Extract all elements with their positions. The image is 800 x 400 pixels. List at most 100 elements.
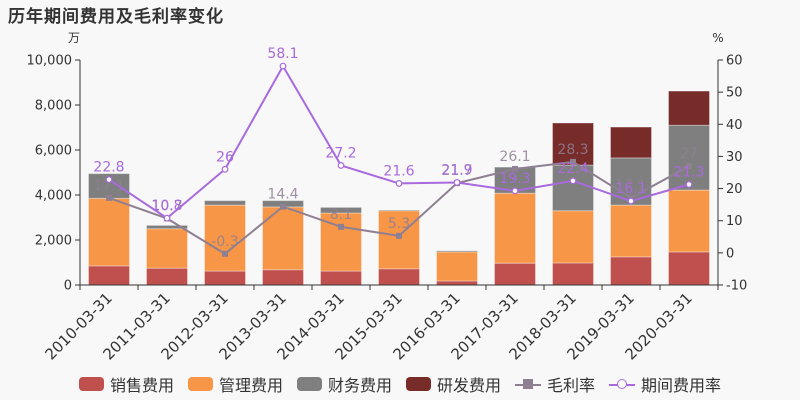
- bar-segment-finance[interactable]: [378, 209, 420, 212]
- bar-segment-sales[interactable]: [88, 265, 130, 286]
- right-axis-tick: 50: [726, 86, 743, 101]
- bar-segment-finance[interactable]: [552, 164, 594, 212]
- expense-ratio-point[interactable]: [337, 162, 345, 169]
- left-axis-tick: 8,000: [35, 99, 72, 114]
- legend-label: 销售费用: [109, 376, 174, 395]
- expense-ratio-point[interactable]: [569, 177, 577, 185]
- right-axis-tick: 40: [726, 118, 743, 133]
- legend-swatch-icon: [78, 377, 104, 391]
- line-expense_ratio[interactable]: [108, 64, 690, 220]
- bar-segment-sales[interactable]: [262, 269, 304, 286]
- left-axis-tick: 10,000: [27, 54, 73, 69]
- data-label-gross_margin: 14.4: [267, 187, 298, 203]
- expense-ratio-point[interactable]: [685, 180, 693, 188]
- bar-segment-finance[interactable]: [436, 250, 478, 253]
- data-label-gross_margin: 21.7: [441, 163, 472, 179]
- legend-item-gross_margin[interactable]: 毛利率: [515, 372, 595, 396]
- legend-swatch-icon: [609, 377, 636, 391]
- left-axis-tick: 6,000: [35, 144, 72, 159]
- bar-segment-sales[interactable]: [204, 270, 246, 286]
- right-axis-tick: 60: [726, 54, 743, 69]
- gross-margin-point[interactable]: [570, 158, 576, 165]
- data-label-expense_ratio: 27.2: [325, 145, 356, 161]
- bar-segment-sales[interactable]: [610, 256, 652, 286]
- bar-segment-admin[interactable]: [668, 189, 710, 253]
- data-label-expense_ratio: 26: [216, 149, 234, 165]
- legend-swatch-icon: [296, 377, 322, 391]
- bar-segment-sales[interactable]: [436, 280, 478, 286]
- legend-item-sales[interactable]: 销售费用: [78, 372, 174, 396]
- bar-segment-admin[interactable]: [262, 206, 304, 271]
- expense-ratio-point[interactable]: [105, 176, 113, 183]
- data-label-expense_ratio: 21.3: [673, 164, 704, 180]
- bar-segment-sales[interactable]: [146, 267, 188, 286]
- data-label-gross_margin: 5.3: [388, 216, 410, 232]
- right-axis-tick: 30: [726, 150, 743, 165]
- left-axis-unit: 万: [68, 31, 80, 45]
- gross-margin-point[interactable]: [280, 203, 286, 210]
- bar-segment-sales[interactable]: [378, 268, 420, 286]
- bar-segment-sales[interactable]: [668, 251, 710, 286]
- bar-segment-admin[interactable]: [494, 192, 536, 264]
- right-axis-tick: 0: [726, 246, 734, 261]
- data-label-gross_margin: 26.1: [499, 149, 530, 165]
- bar-segment-admin[interactable]: [146, 228, 188, 269]
- data-label-gross_margin: 17.1: [93, 178, 124, 194]
- data-label-expense_ratio: 58.1: [267, 46, 298, 62]
- data-label-expense_ratio: 19.3: [499, 171, 530, 187]
- bar-segment-admin[interactable]: [552, 210, 594, 264]
- gross-margin-point[interactable]: [512, 165, 518, 172]
- bar-segment-rd[interactable]: [610, 126, 652, 159]
- legend-swatch-icon: [187, 377, 213, 391]
- expense-ratio-point[interactable]: [221, 165, 229, 173]
- gross-margin-point[interactable]: [106, 194, 112, 201]
- data-label-gross_margin: -0.3: [211, 234, 238, 250]
- legend-swatch-icon: [406, 377, 431, 391]
- chart-plot-area: 万 % 0 2,000 4,000 6,000 8,000 10,000 -10 0 10 20 30 4…: [27, 31, 748, 363]
- left-axis-tick: 4,000: [35, 189, 72, 204]
- legend-label: 管理费用: [218, 376, 283, 395]
- legend-item-expense_ratio[interactable]: 期间费用率: [609, 372, 721, 396]
- bar-segment-finance[interactable]: [88, 173, 130, 199]
- bar-segment-admin[interactable]: [378, 210, 420, 270]
- bar-segment-admin[interactable]: [88, 197, 130, 267]
- data-label-expense_ratio: 16.1: [615, 181, 646, 197]
- bar-segment-rd[interactable]: [552, 122, 594, 166]
- data-label-gross_margin: 8.1: [330, 207, 352, 223]
- right-axis-tick: 20: [726, 182, 743, 197]
- legend-label: 研发费用: [437, 376, 502, 395]
- bar-segment-admin[interactable]: [610, 204, 652, 258]
- bar-segment-sales[interactable]: [320, 270, 362, 286]
- expense-ratio-point[interactable]: [395, 180, 403, 187]
- legend-label: 财务费用: [327, 376, 392, 395]
- chart-title: 历年期间费用及毛利率变化: [8, 7, 224, 27]
- gross-margin-point[interactable]: [222, 250, 228, 257]
- expense-ratio-point[interactable]: [163, 214, 171, 222]
- data-label-expense_ratio: 21.9: [441, 162, 472, 178]
- expense-ratio-point[interactable]: [279, 62, 287, 70]
- legend-item-admin[interactable]: 管理费用: [187, 372, 283, 396]
- legend-item-finance[interactable]: 财务费用: [296, 372, 392, 396]
- gross-margin-point[interactable]: [396, 232, 402, 239]
- bar-segment-sales[interactable]: [552, 262, 594, 286]
- legend-label: 毛利率: [547, 376, 596, 395]
- expense-ratio-point[interactable]: [511, 187, 519, 195]
- data-label-expense_ratio: 21.6: [383, 163, 414, 179]
- legend-swatch-icon: [515, 377, 542, 391]
- gross-margin-point[interactable]: [338, 223, 344, 230]
- bar-segment-finance[interactable]: [320, 206, 362, 214]
- data-label-gross_margin: 17.1: [615, 178, 646, 194]
- right-axis-tick: -10: [726, 279, 747, 294]
- left-axis-tick: 2,000: [35, 234, 72, 249]
- bar-segment-admin[interactable]: [436, 251, 478, 282]
- chart-legend: 销售费用 管理费用 财务费用 研发费用 毛利率 期间费用率: [0, 372, 800, 396]
- right-axis-tick: 10: [726, 214, 743, 229]
- legend-item-rd[interactable]: 研发费用: [406, 372, 501, 396]
- bar-segment-rd[interactable]: [668, 90, 710, 126]
- expense-ratio-point[interactable]: [627, 197, 635, 205]
- bar-segment-finance[interactable]: [146, 224, 188, 230]
- bar-segment-sales[interactable]: [494, 262, 536, 286]
- expense-ratio-point[interactable]: [453, 179, 461, 186]
- bar-segment-finance[interactable]: [204, 200, 246, 206]
- gross-margin-point[interactable]: [686, 163, 692, 170]
